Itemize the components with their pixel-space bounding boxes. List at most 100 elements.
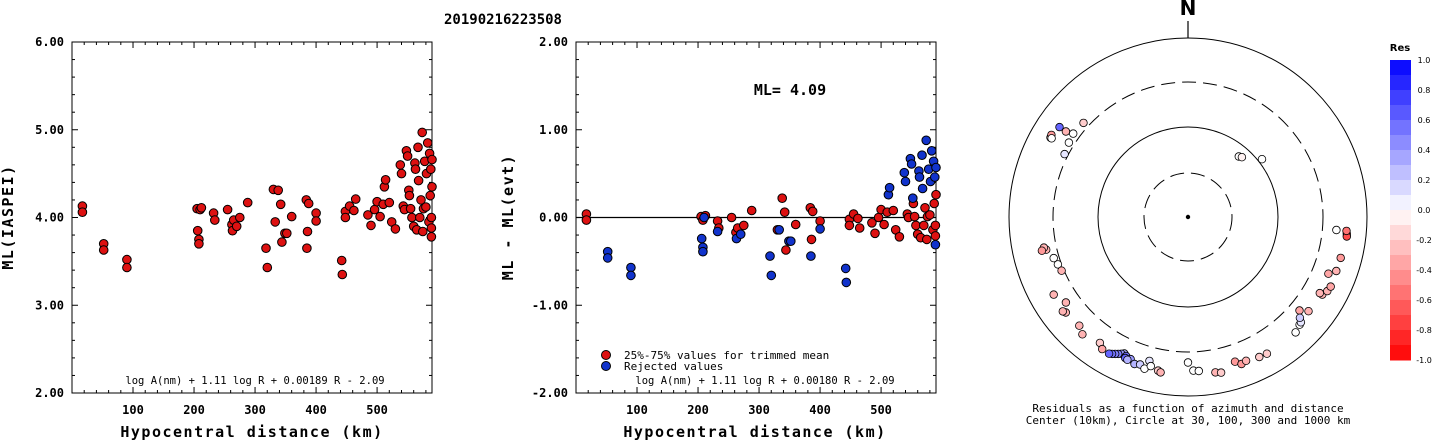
p2-data-point xyxy=(921,135,932,146)
p2-data-point xyxy=(735,229,746,239)
p1-data-point xyxy=(375,211,385,222)
colorbar-cell xyxy=(1390,345,1411,361)
p1-data-point xyxy=(303,198,314,209)
colorbar-cell xyxy=(1390,120,1411,136)
p2-data-point xyxy=(931,189,941,200)
p1-data-point xyxy=(282,228,292,239)
p1-data-point xyxy=(426,232,437,242)
panel1-y-axis-label: ML(IASPEI) xyxy=(0,164,17,269)
p2-data-point xyxy=(930,220,941,231)
p1-data-point xyxy=(273,185,284,196)
polar-station-point xyxy=(1216,368,1226,377)
colorbar-cell xyxy=(1390,270,1411,286)
colorbar-cell xyxy=(1390,285,1411,301)
p1-data-point xyxy=(390,224,401,234)
p1-x-tick-label: 400 xyxy=(305,403,327,417)
colorbar-cell xyxy=(1390,240,1411,256)
polar-station-point xyxy=(1064,138,1074,147)
polar-station-point xyxy=(1257,154,1267,164)
colorbar-tick-label: -1.0 xyxy=(1416,356,1432,365)
p2-data-point xyxy=(712,226,723,237)
colorbar-tick-label: 0.8 xyxy=(1418,86,1431,95)
p1-data-point xyxy=(98,245,109,255)
p2-data-point xyxy=(919,220,929,231)
polar-station-point xyxy=(1075,321,1084,330)
colorbar-cell xyxy=(1390,75,1411,91)
p2-data-point xyxy=(917,183,928,194)
p2-data-point xyxy=(786,236,796,246)
p1-data-point xyxy=(404,190,415,201)
legend-label-trimmed: 25%-75% values for trimmed mean xyxy=(624,349,829,362)
polar-station-point xyxy=(1057,266,1066,275)
polar-caption-line1: Residuals as a function of azimuth and d… xyxy=(1032,402,1343,415)
p2-y-tick-label: 0.00 xyxy=(539,211,568,225)
p2-data-point xyxy=(781,245,791,255)
polar-station-point xyxy=(1304,307,1313,316)
p2-data-point xyxy=(626,270,636,281)
p1-data-point xyxy=(210,215,220,225)
colorbar-tick-label: 1.0 xyxy=(1418,56,1431,65)
panel1-points xyxy=(77,127,437,280)
p2-data-point xyxy=(884,182,895,193)
p2-data-point xyxy=(807,206,818,217)
colorbar-cell xyxy=(1390,165,1411,181)
p2-data-point xyxy=(774,225,785,235)
polar-station-point xyxy=(1183,358,1193,367)
ml-iaspei-panel: 2.00 3.00 4.00 5.00 6.00 100 200 300 400 500 log… xyxy=(0,35,437,441)
p1-data-point xyxy=(426,164,436,174)
colorbar-tick-label: -0.8 xyxy=(1416,326,1432,335)
p2-data-point xyxy=(929,198,940,209)
p2-x-tick-label: 100 xyxy=(626,403,648,417)
legend-marker-rejected xyxy=(601,361,611,371)
panel2-points xyxy=(581,135,941,288)
p1-data-point xyxy=(122,262,132,273)
polar-station-point xyxy=(1047,134,1056,143)
ring-30km xyxy=(1143,172,1233,262)
colorbar-cell xyxy=(1390,90,1411,106)
p1-y-tick-label: 4.00 xyxy=(35,211,64,225)
polar-station-point xyxy=(1295,313,1305,322)
polar-station-point xyxy=(1315,288,1324,298)
p2-data-point xyxy=(920,203,930,213)
p2-x-tick-label: 500 xyxy=(870,403,892,417)
p2-data-point xyxy=(766,270,777,281)
ring-100km xyxy=(1097,126,1279,308)
polar-station-point xyxy=(1342,226,1351,236)
p1-data-point xyxy=(418,226,428,237)
p1-data-point xyxy=(242,197,253,208)
panel1-formula: log A(nm) + 1.11 log R + 0.00189 R - 2.0… xyxy=(125,375,384,387)
p2-data-point xyxy=(840,263,851,274)
p1-x-tick-label: 200 xyxy=(183,403,205,417)
panel2-x-ticks: 100 200 300 400 500 xyxy=(575,42,931,417)
colorbar-cell xyxy=(1390,195,1411,211)
p1-data-point xyxy=(277,237,287,247)
p1-data-point xyxy=(427,154,437,165)
p2-data-point xyxy=(626,262,636,273)
p2-data-point xyxy=(746,205,757,216)
p1-data-point xyxy=(194,239,204,249)
polar-station-point xyxy=(1104,349,1114,358)
p2-data-point xyxy=(854,223,865,233)
polar-points xyxy=(1037,118,1351,377)
p2-data-point xyxy=(698,246,708,257)
p2-data-point xyxy=(894,232,905,242)
polar-station-point xyxy=(1058,307,1067,316)
p2-data-point xyxy=(925,210,935,220)
colorbar-cell xyxy=(1390,225,1411,241)
north-label: N xyxy=(1180,0,1197,20)
polar-station-point xyxy=(1295,306,1304,315)
p2-data-point xyxy=(853,213,863,224)
p1-data-point xyxy=(380,175,391,185)
polar-station-point xyxy=(1097,344,1107,354)
p2-data-point xyxy=(815,216,825,226)
p1-data-point xyxy=(363,210,373,220)
polar-station-point xyxy=(1060,149,1069,159)
p1-data-point xyxy=(336,255,347,266)
ring-1000km xyxy=(1008,37,1368,397)
p1-data-point xyxy=(340,212,351,223)
polar-station-point xyxy=(1194,366,1203,376)
p2-data-point xyxy=(726,212,737,223)
p1-x-tick-label: 100 xyxy=(122,403,144,417)
p1-y-tick-label: 6.00 xyxy=(35,35,64,49)
p1-data-point xyxy=(262,262,273,273)
